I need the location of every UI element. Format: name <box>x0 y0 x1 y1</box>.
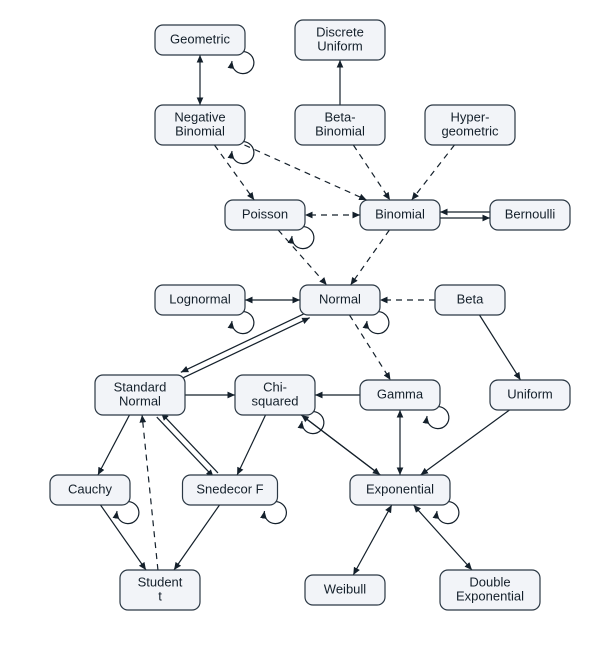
node-label: Discrete <box>316 24 364 39</box>
node-poisson: Poisson <box>225 200 305 230</box>
edge <box>157 417 214 477</box>
edge <box>414 505 473 570</box>
edge <box>244 145 366 200</box>
node-gamma: Gamma <box>360 380 440 410</box>
edge <box>479 315 520 380</box>
node-label: Double <box>469 574 510 589</box>
node-uniform: Uniform <box>490 380 570 410</box>
node-label: Chi- <box>263 379 287 394</box>
edge <box>98 415 130 475</box>
node-label: Hyper- <box>450 109 489 124</box>
edge <box>237 415 265 475</box>
node-label: Negative <box>174 109 225 124</box>
node-label: Binomial <box>175 123 225 138</box>
node-label: Cauchy <box>68 481 113 496</box>
node-normal: Normal <box>300 285 380 315</box>
node-lognormal: Lognormal <box>155 285 245 315</box>
node-neg_binomial: NegativeBinomial <box>155 105 245 145</box>
node-double_exp: DoubleExponential <box>440 570 540 610</box>
node-label: Geometric <box>170 31 230 46</box>
node-label: Exponential <box>456 588 524 603</box>
node-label: Binomial <box>315 123 365 138</box>
node-label: Beta <box>457 291 485 306</box>
node-chi_squared: Chi-squared <box>235 375 315 415</box>
node-label: Exponential <box>366 481 434 496</box>
node-discrete_uniform: DiscreteUniform <box>295 20 385 60</box>
node-label: Binomial <box>375 206 425 221</box>
node-beta: Beta <box>435 285 505 315</box>
node-label: Gamma <box>377 386 424 401</box>
edge <box>351 230 390 285</box>
node-label: Student <box>138 574 183 589</box>
edge <box>421 410 510 475</box>
node-snedecor_f: Snedecor F <box>183 475 278 505</box>
node-hypergeometric: Hyper-geometric <box>425 105 515 145</box>
edge <box>181 312 307 372</box>
node-label: Uniform <box>507 386 553 401</box>
node-std_normal: StandardNormal <box>95 375 185 415</box>
node-label: t <box>158 588 162 603</box>
node-label: Standard <box>114 379 167 394</box>
node-label: Uniform <box>317 38 363 53</box>
edge <box>353 145 390 200</box>
edge <box>349 315 390 380</box>
node-student_t: Studentt <box>120 570 200 610</box>
node-binomial: Binomial <box>360 200 440 230</box>
edge <box>214 145 254 200</box>
node-label: Bernoulli <box>505 206 556 221</box>
node-beta_binomial: Beta-Binomial <box>295 105 385 145</box>
node-label: Poisson <box>242 206 288 221</box>
node-exponential: Exponential <box>350 475 450 505</box>
edge <box>174 505 220 570</box>
edge <box>353 505 392 575</box>
node-label: squared <box>252 393 299 408</box>
edge <box>183 318 309 378</box>
edge <box>142 415 158 570</box>
node-label: Snedecor F <box>196 481 263 496</box>
node-cauchy: Cauchy <box>50 475 130 505</box>
node-label: Normal <box>319 291 361 306</box>
node-bernoulli: Bernoulli <box>490 200 570 230</box>
node-label: Normal <box>119 393 161 408</box>
node-label: Lognormal <box>169 291 231 306</box>
node-label: Weibull <box>324 581 367 596</box>
edge <box>412 145 455 200</box>
node-label: geometric <box>441 123 499 138</box>
node-geometric: Geometric <box>155 25 245 55</box>
node-weibull: Weibull <box>305 575 385 605</box>
edge <box>278 230 327 285</box>
edge <box>301 415 380 475</box>
distribution-diagram: GeometricDiscreteUniformNegativeBinomial… <box>0 0 600 653</box>
edge <box>161 413 218 473</box>
node-label: Beta- <box>324 109 355 124</box>
